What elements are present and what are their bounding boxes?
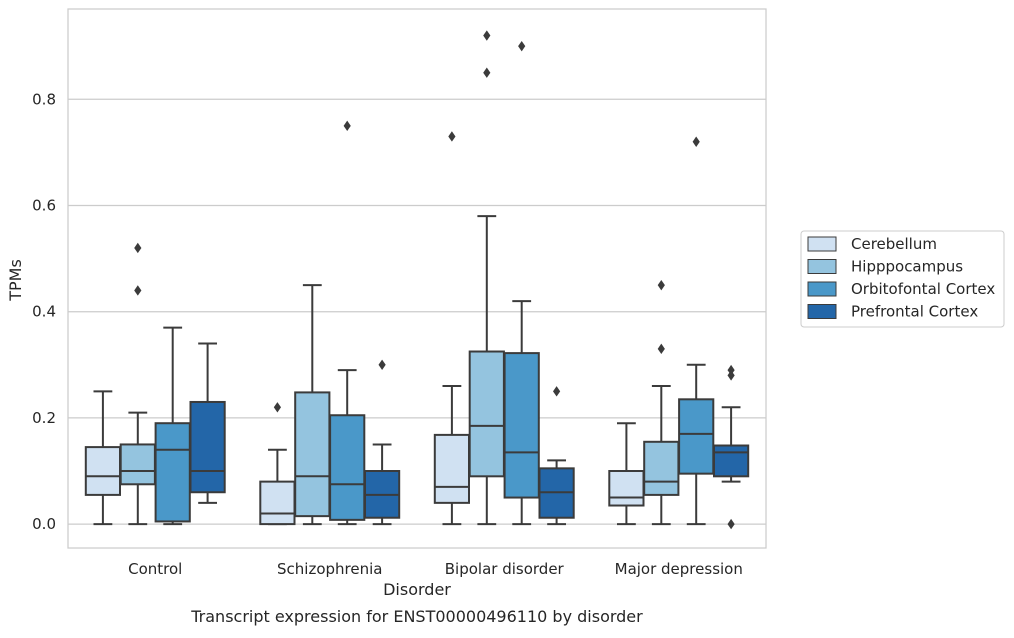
box-group <box>363 359 401 526</box>
outlier-point <box>483 67 491 78</box>
outlier-point <box>692 136 700 147</box>
box-group <box>538 386 575 526</box>
y-tick-labels: 0.0 0.2 0.4 0.6 0.8 <box>32 90 56 533</box>
outlier-point <box>134 242 142 254</box>
legend: Cerebellum Hipppocampus Orbitofontal Corte… <box>800 230 1005 328</box>
box-body <box>678 398 715 475</box>
box-body <box>329 414 366 521</box>
outlier-point <box>727 364 735 376</box>
box-body <box>119 443 156 486</box>
legend-label: Hipppocampus <box>851 258 963 276</box>
box-layer <box>84 30 750 530</box>
box-group <box>712 364 750 530</box>
y-tick-label: 0.2 <box>32 409 56 427</box>
legend-swatch <box>807 259 837 274</box>
y-axis-label: TPMs <box>6 259 25 302</box>
box-group <box>503 40 540 526</box>
outlier-point <box>343 120 351 132</box>
box-group <box>643 279 680 526</box>
box-group <box>259 402 296 526</box>
box-group <box>608 422 645 526</box>
legend-label: Prefrontal Cortex <box>851 303 978 321</box>
x-tick-label: Major depression <box>615 560 743 578</box>
box-body <box>189 400 226 494</box>
box-group <box>154 326 191 526</box>
plot-frame <box>67 8 767 549</box>
box-group <box>294 284 331 526</box>
legend-swatch <box>807 304 837 319</box>
x-tick-label: Schizophrenia <box>277 560 382 578</box>
box-body <box>468 350 505 478</box>
box-body <box>712 444 750 478</box>
outlier-point <box>727 370 735 381</box>
y-tick-label: 0.8 <box>32 90 56 108</box>
x-tick-label: Control <box>128 560 182 578</box>
x-tick-label: Bipolar disorder <box>445 560 565 578</box>
box-group <box>84 390 122 526</box>
x-tick-labels: Control Schizophrenia Bipolar disorder Majo… <box>128 560 743 578</box>
box-body <box>294 391 331 518</box>
outlier-point <box>378 359 386 370</box>
box-group <box>433 131 471 526</box>
legend-items: Cerebellum Hipppocampus Orbitofontal Corte… <box>807 235 995 321</box>
box-group <box>468 30 505 526</box>
outlier-point <box>273 402 281 413</box>
box-body <box>154 422 191 523</box>
box-group <box>189 342 226 504</box>
box-group <box>329 120 366 526</box>
outlier-point <box>553 386 561 397</box>
x-axis-label: Disorder <box>383 580 451 599</box>
box-group <box>119 242 156 526</box>
box-body <box>503 352 540 499</box>
outlier-point <box>657 343 665 355</box>
outlier-point <box>518 40 526 52</box>
legend-label: Cerebellum <box>851 235 937 253</box>
y-tick-label: 0.0 <box>32 515 56 533</box>
outlier-point <box>727 518 735 530</box>
box-body <box>433 433 471 504</box>
box-body <box>259 480 296 526</box>
box-body <box>643 440 680 496</box>
legend-swatch <box>807 236 837 252</box>
y-tick-label: 0.4 <box>32 303 56 321</box>
grid-layer <box>68 98 766 525</box>
legend-frame <box>800 230 1005 328</box>
legend-swatch <box>807 281 837 297</box>
box-body <box>84 446 122 496</box>
y-tick-label: 0.6 <box>32 196 56 214</box>
legend-label: Orbitofontal Cortex <box>851 280 995 298</box>
outlier-point <box>448 131 456 142</box>
outlier-point <box>483 30 491 41</box>
box-group <box>678 136 715 526</box>
box-body <box>608 470 645 507</box>
outlier-point <box>657 279 665 291</box>
chart-caption: Transcript expression for ENST0000049611… <box>190 607 643 626</box>
outlier-point <box>134 285 142 296</box>
